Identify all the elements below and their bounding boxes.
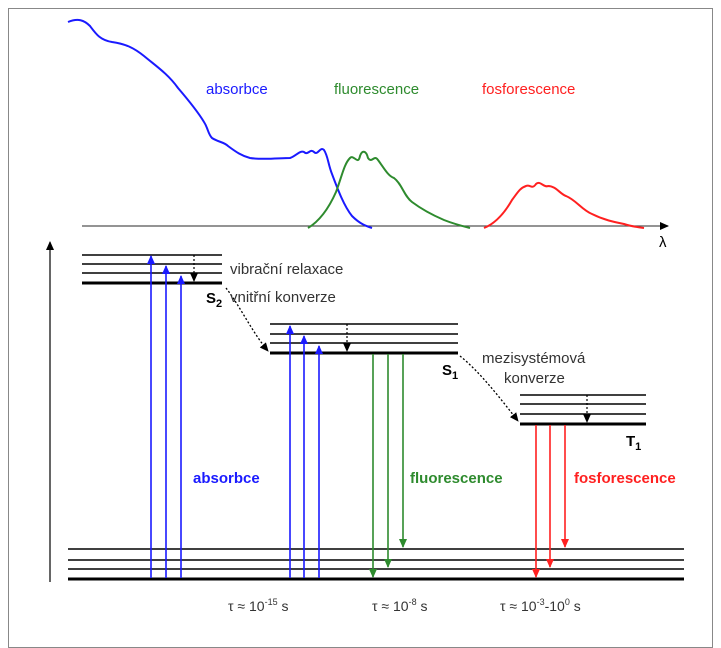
label-intersystem-crossing-2: konverze [504,370,565,387]
t1-levels [520,394,646,426]
wavelength-axis-label: λ [659,234,667,251]
phosphorescence-spectrum-curve [483,181,645,229]
absorption-arrows-s2 [147,255,185,578]
s1-levels [270,323,458,355]
s2-levels [82,254,222,285]
state-label-s2: S2 [206,290,222,310]
vibrational-relaxation-arrows [190,255,591,423]
jablonski-diagram: λ absorbce fluorescence fosforescence S2… [46,18,684,614]
label-internal-conversion: vnitřní konverze [230,289,336,306]
lifetime-phosphorescence: τ ≈ 10-3-100 s [500,597,581,614]
label-fluorescence-process: fluorescence [410,470,503,487]
s0-levels [68,548,684,581]
spectrum-label-fluorescence: fluorescence [334,81,419,98]
phosphorescence-arrows [532,425,569,578]
label-intersystem-crossing-1: mezisystémová [482,350,586,367]
label-phosphorescence-process: fosforescence [574,470,676,487]
fluorescence-spectrum-curve [307,150,471,229]
absorption-spectrum-curve [67,18,373,229]
lifetime-fluorescence: τ ≈ 10-8 s [372,597,427,614]
state-label-s1: S1 [442,362,458,382]
state-label-t1: T1 [626,433,641,453]
label-vibrational-relaxation: vibrační relaxace [230,261,343,278]
spectrum-label-absorption: absorbce [206,81,268,98]
spectrum-label-phosphorescence: fosforescence [482,81,575,98]
lifetime-absorption: τ ≈ 10-15 s [228,597,288,614]
absorption-arrows-s1 [286,325,323,578]
fluorescence-arrows [369,354,407,578]
label-absorption-process: absorbce [193,470,260,487]
internal-conversion-arrow [225,287,269,352]
